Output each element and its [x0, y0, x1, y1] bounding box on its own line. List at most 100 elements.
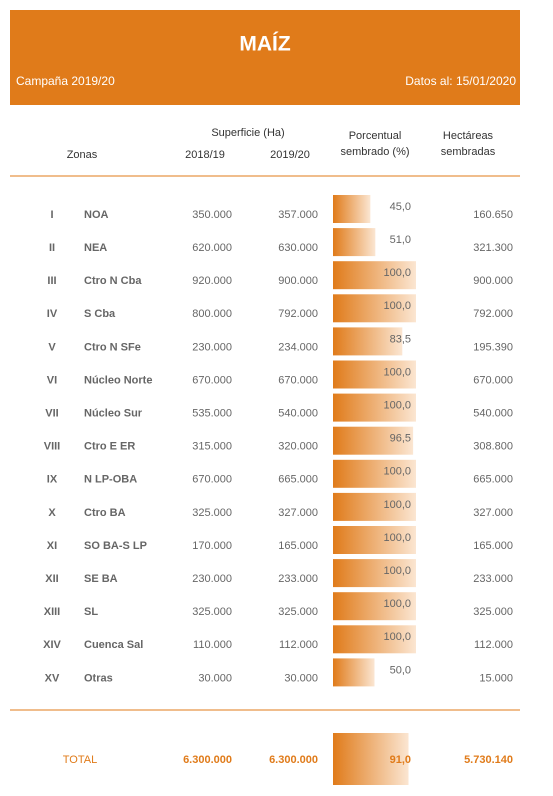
hectares: 900.000: [473, 275, 513, 287]
pct-bar: [333, 294, 416, 323]
surface-2019: 320.000: [278, 441, 318, 453]
zone-number: XIV: [43, 639, 61, 651]
surface-2018: 920.000: [192, 275, 232, 287]
surface-2019: 233.000: [278, 573, 318, 585]
surface-2019: 165.000: [278, 540, 318, 552]
campaign: Campaña 2019/20: [16, 74, 115, 88]
zone-number: V: [48, 341, 56, 353]
zone-name: Ctro N Cba: [84, 275, 142, 287]
hectares: 233.000: [473, 573, 513, 585]
col-header: sembradas: [441, 146, 496, 158]
hectares: 325.000: [473, 606, 513, 618]
zone-name: NEA: [84, 242, 107, 254]
col-header: Superficie (Ha): [211, 127, 284, 139]
pct-bar: [333, 526, 416, 554]
hectares: 670.000: [473, 374, 513, 386]
pct-label: 45,0: [390, 201, 411, 213]
surface-2019: 540.000: [278, 408, 318, 420]
col-header: Zonas: [67, 149, 98, 161]
pct-label: 100,0: [383, 400, 411, 412]
surface-2018: 6.300.000: [183, 754, 232, 766]
surface-2019: 357.000: [278, 209, 318, 221]
zone-number: VI: [47, 374, 57, 386]
zone-number: XV: [45, 672, 60, 684]
zone-name: Núcleo Norte: [84, 374, 152, 386]
zone-name: SL: [84, 606, 98, 618]
total-label: TOTAL: [63, 754, 97, 766]
surface-2018: 670.000: [192, 374, 232, 386]
surface-2019: 665.000: [278, 474, 318, 486]
hectares: 792.000: [473, 308, 513, 320]
zone-number: XII: [45, 573, 58, 585]
pct-label: 100,0: [383, 598, 411, 610]
surface-2018: 670.000: [192, 474, 232, 486]
surface-2018: 170.000: [192, 540, 232, 552]
pct-label: 91,0: [390, 754, 411, 766]
col-header: Hectáreas: [443, 130, 494, 142]
pct-bar: [333, 492, 416, 521]
pct-label: 51,0: [390, 234, 411, 246]
zone-number: X: [48, 507, 56, 519]
pct-bar: [333, 426, 414, 455]
hectares: 165.000: [473, 540, 513, 552]
pct-label: 100,0: [383, 565, 411, 577]
zone-number: IV: [47, 308, 58, 320]
header-band: [10, 10, 520, 105]
hectares: 195.390: [473, 341, 513, 353]
hectares: 5.730.140: [464, 754, 513, 766]
hectares: 308.800: [473, 441, 513, 453]
hectares: 15.000: [479, 672, 513, 684]
zone-number: IX: [47, 474, 58, 486]
zone-name: Ctro N SFe: [84, 341, 141, 353]
pct-label: 100,0: [383, 267, 411, 279]
pct-label: 100,0: [383, 366, 411, 378]
title: MAÍZ: [239, 33, 290, 56]
pct-label: 100,0: [383, 532, 411, 544]
surface-2018: 30.000: [198, 672, 232, 684]
surface-2019: 234.000: [278, 341, 318, 353]
surface-2018: 325.000: [192, 507, 232, 519]
pct-label: 50,0: [390, 664, 411, 676]
surface-2018: 350.000: [192, 209, 232, 221]
col-header: sembrado (%): [340, 146, 409, 158]
zone-number: VIII: [44, 441, 61, 453]
zone-name: Ctro E ER: [84, 441, 135, 453]
pct-label: 100,0: [383, 499, 411, 511]
surface-2018: 230.000: [192, 573, 232, 585]
zone-number: III: [47, 275, 56, 287]
surface-2019: 792.000: [278, 308, 318, 320]
zone-number: XI: [47, 540, 57, 552]
pct-bar: [333, 327, 403, 356]
hectares: 112.000: [474, 639, 513, 651]
hectares: 665.000: [473, 474, 513, 486]
surface-2019: 6.300.000: [269, 754, 318, 766]
hectares: 321.300: [473, 242, 513, 254]
hectares: 540.000: [473, 408, 513, 420]
pct-bar: [333, 393, 416, 422]
zone-name: Núcleo Sur: [84, 408, 143, 420]
zone-name: N LP-OBA: [84, 474, 137, 486]
surface-2019: 327.000: [278, 507, 318, 519]
pct-bar: [333, 195, 371, 223]
surface-2019: 30.000: [284, 672, 318, 684]
pct-bar: [333, 559, 416, 588]
zone-name: Ctro BA: [84, 507, 126, 519]
surface-2018: 230.000: [192, 341, 232, 353]
surface-2018: 325.000: [192, 606, 232, 618]
zone-name: SE BA: [84, 573, 118, 585]
zone-name: SO BA-S LP: [84, 540, 147, 552]
zone-name: Cuenca Sal: [84, 639, 143, 651]
zone-name: Otras: [84, 672, 113, 684]
pct-bar: [333, 625, 416, 654]
zone-number: I: [50, 209, 53, 221]
zone-name: S Cba: [84, 308, 116, 320]
pct-bar: [333, 261, 416, 290]
pct-bar: [333, 228, 376, 257]
pct-bar: [333, 459, 416, 488]
pct-label: 83,5: [390, 333, 411, 345]
surface-2019: 112.000: [279, 639, 318, 651]
surface-2019: 630.000: [278, 242, 318, 254]
zone-number: II: [49, 242, 55, 254]
pct-bar: [333, 658, 375, 687]
